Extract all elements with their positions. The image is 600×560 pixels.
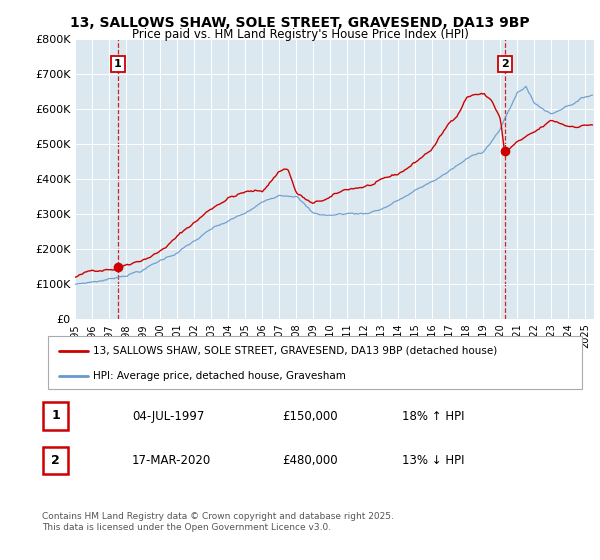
Text: 2: 2	[501, 59, 509, 69]
Text: Contains HM Land Registry data © Crown copyright and database right 2025.
This d: Contains HM Land Registry data © Crown c…	[42, 512, 394, 532]
Text: 04-JUL-1997: 04-JUL-1997	[132, 409, 205, 423]
Text: 13% ↓ HPI: 13% ↓ HPI	[402, 454, 464, 468]
Text: 1: 1	[113, 59, 121, 69]
Text: 18% ↑ HPI: 18% ↑ HPI	[402, 409, 464, 423]
Text: 17-MAR-2020: 17-MAR-2020	[132, 454, 211, 468]
Text: 13, SALLOWS SHAW, SOLE STREET, GRAVESEND, DA13 9BP (detached house): 13, SALLOWS SHAW, SOLE STREET, GRAVESEND…	[94, 346, 497, 356]
Text: £480,000: £480,000	[282, 454, 338, 468]
Text: 2: 2	[51, 454, 60, 467]
Text: 13, SALLOWS SHAW, SOLE STREET, GRAVESEND, DA13 9BP: 13, SALLOWS SHAW, SOLE STREET, GRAVESEND…	[70, 16, 530, 30]
Text: HPI: Average price, detached house, Gravesham: HPI: Average price, detached house, Grav…	[94, 371, 346, 381]
Text: 1: 1	[51, 409, 60, 422]
Text: £150,000: £150,000	[282, 409, 338, 423]
Text: Price paid vs. HM Land Registry's House Price Index (HPI): Price paid vs. HM Land Registry's House …	[131, 28, 469, 41]
